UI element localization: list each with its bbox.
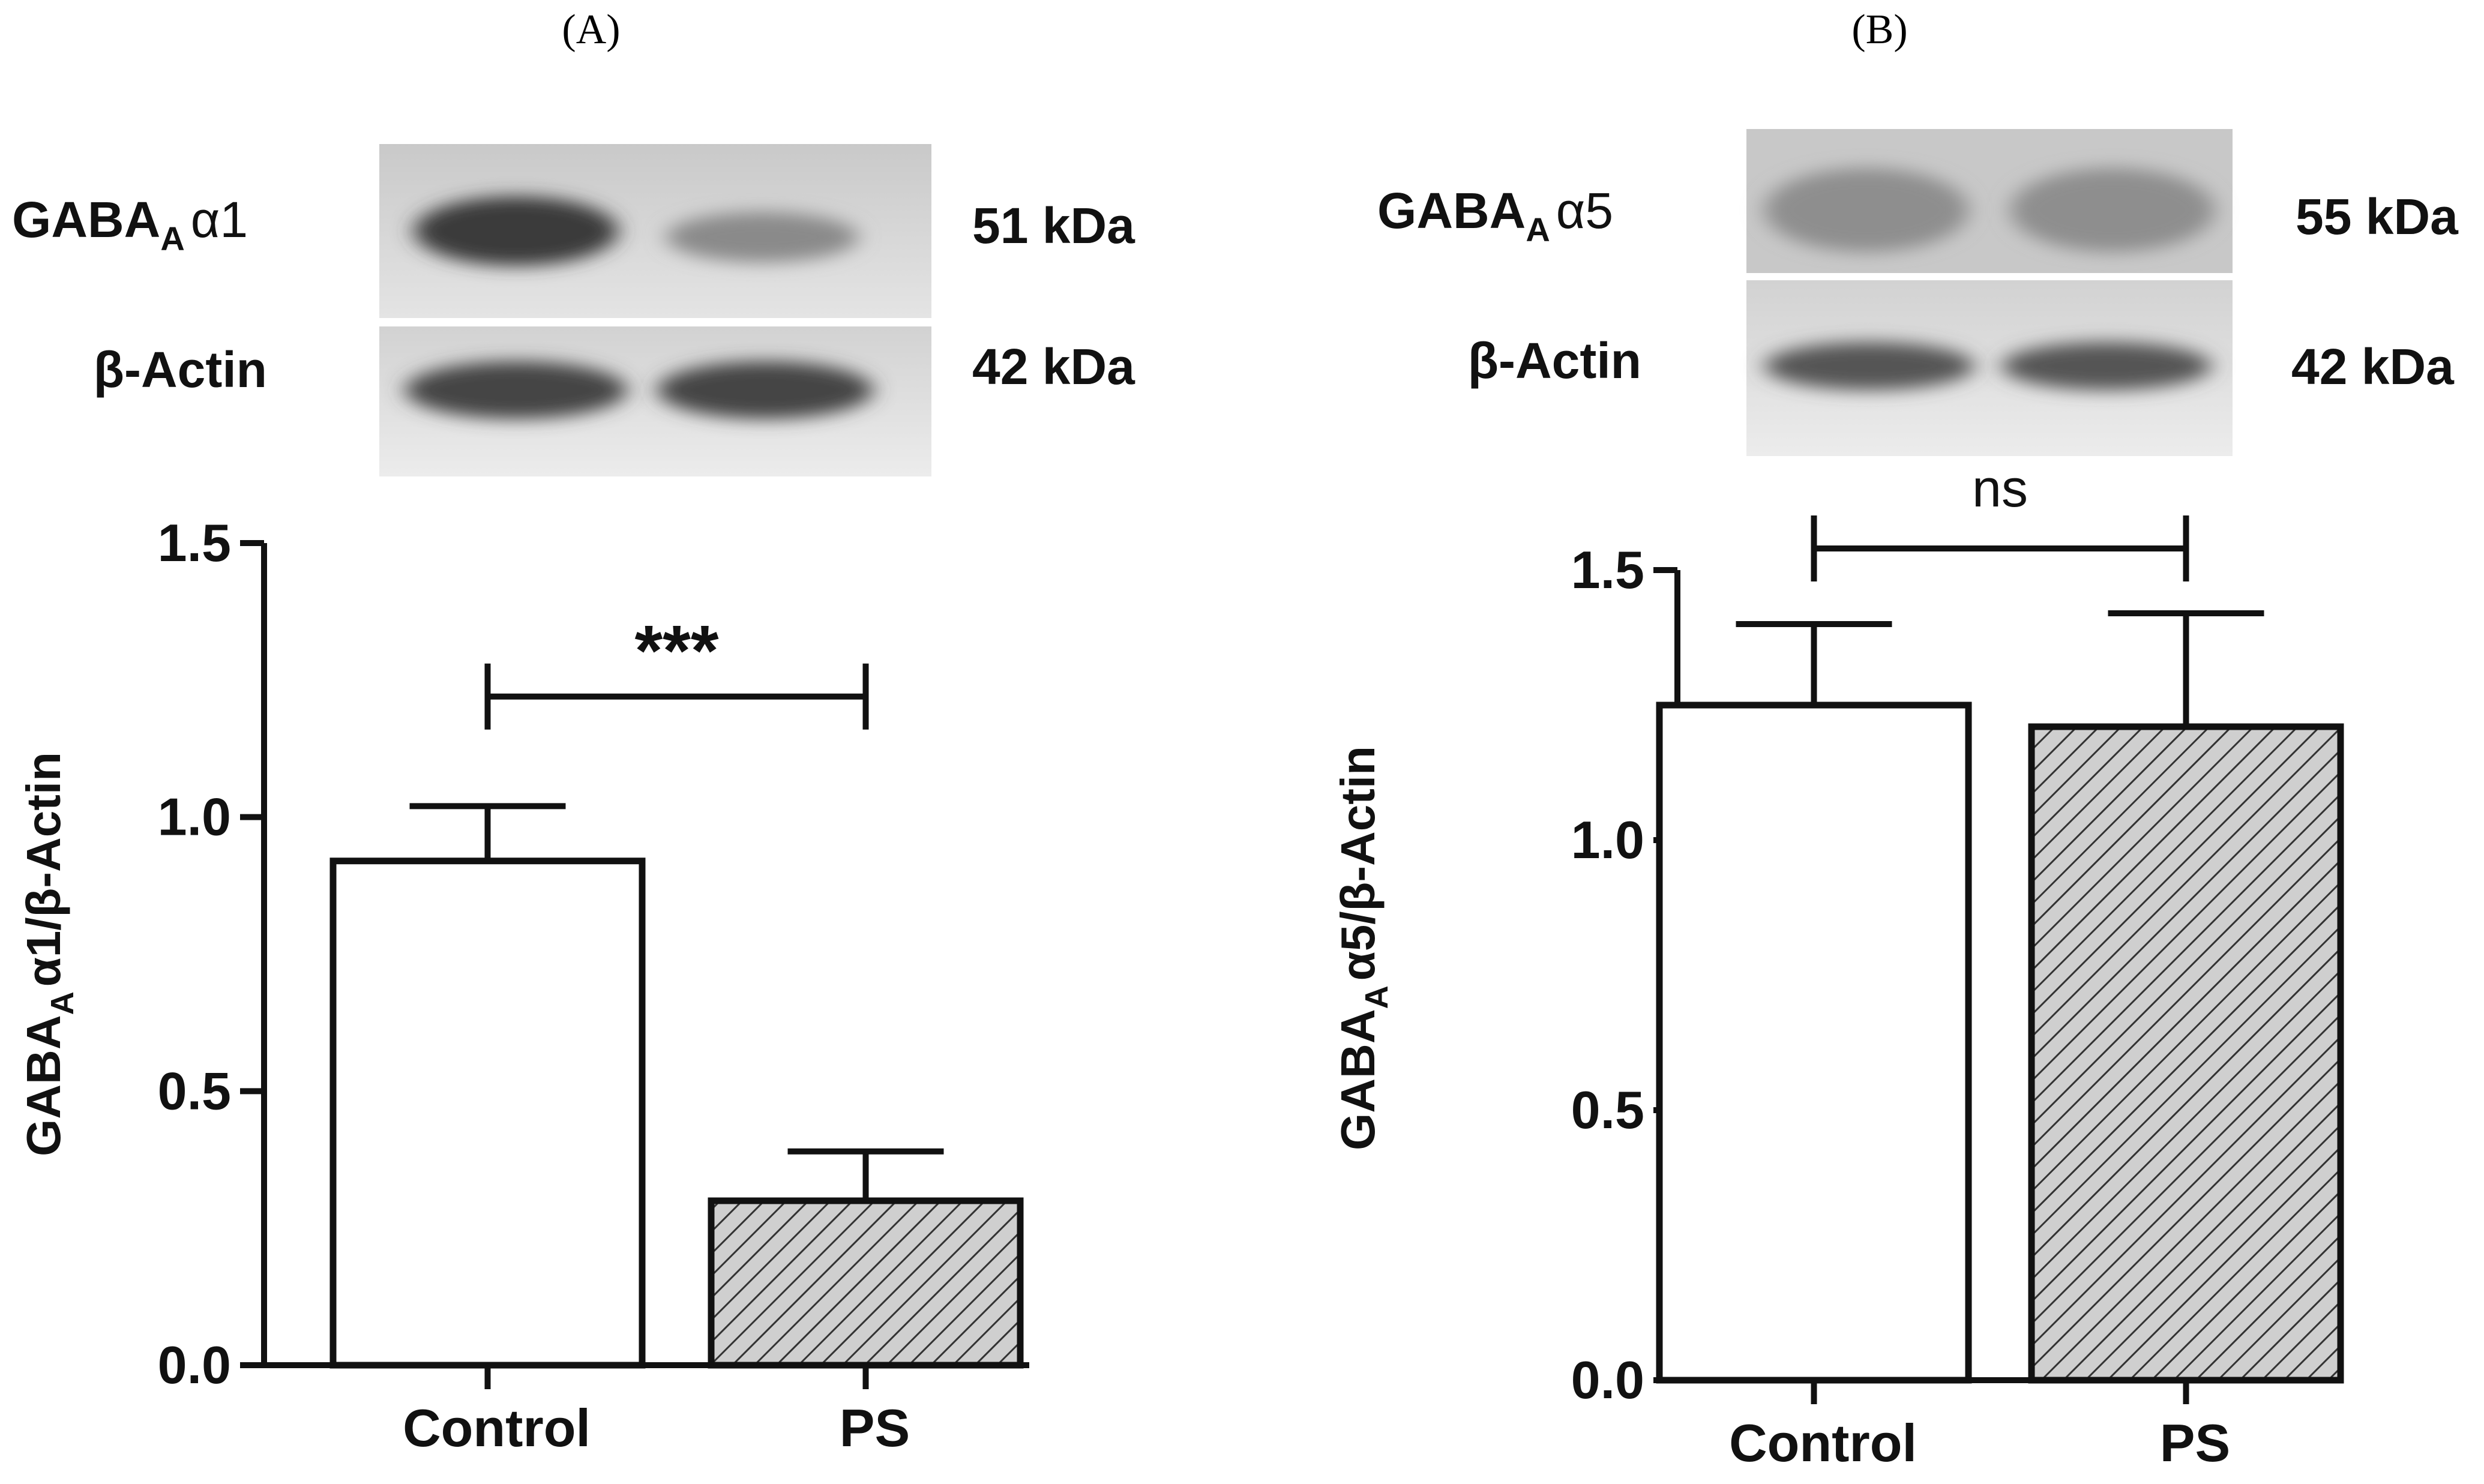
panel-a-y-axis-title-base: GABA [17, 1015, 70, 1156]
panel-b-bar-ps [2028, 723, 2344, 1384]
panel-a-bar-control [329, 858, 646, 1369]
panel-a-band-target-control [414, 196, 618, 266]
panel-b-band-target-control [1764, 168, 1968, 252]
panel-b-chart: 0.0 0.5 1.0 1.5 Control PS ns GABAAα5/β-Actin [1331, 458, 2344, 1473]
panel-b-x-tick-label: Control [1729, 1413, 1917, 1473]
panel-b-y-axis-title-rest: α5/β-Actin [1331, 746, 1385, 981]
panel-b-y-axis-title: GABAAα5/β-Actin [1331, 746, 1395, 1150]
panel-a-y-tick-label: 0.5 [158, 1061, 231, 1120]
panel-a-x-tick-label: Control [403, 1398, 591, 1458]
panel-b-blot-target-size: 55 kDa [2296, 188, 2459, 245]
panel-a-band-actin-control [405, 361, 627, 419]
panel-a-x-tick-label: PS [840, 1398, 910, 1458]
panel-a-chart: 0.0 0.5 1.0 1.5 Control PS *** GABAAα1/β-Actin [17, 513, 1029, 1458]
panel-a-blot-control-size: 42 kDa [972, 338, 1135, 395]
panel-b-y-tick-label: 0.0 [1571, 1350, 1644, 1410]
panel-a-y-tick-label: 0.0 [158, 1335, 231, 1395]
panel-a-band-target-ps [666, 212, 858, 262]
panel-a-y-axis-title: GABAAα1/β-Actin [17, 752, 80, 1156]
panel-a-blot-target-label: GABAA α1 [12, 191, 248, 257]
panel-a-y-tick-label: 1.0 [158, 787, 231, 847]
panel-b-blot-control-size: 42 kDa [2291, 338, 2455, 395]
panel-b-y-tick-label: 0.5 [1571, 1080, 1644, 1140]
panel-b-bar-control [1656, 701, 1972, 1384]
panel-b-y-tick-label: 1.0 [1571, 810, 1644, 870]
panel-b-y-axis-title-base: GABA [1331, 1009, 1385, 1150]
panel-b-band-target-ps [2010, 168, 2215, 252]
panel-a-bar-ps [708, 1197, 1024, 1369]
panel-a: (A) GABAA α1 51 kDa β-Actin 42 kDa 0.0 0.5… [12, 7, 1135, 1458]
panel-b: (B) GABAA α5 55 kDa β-Actin 42 kDa 0.0 0.5… [1331, 7, 2459, 1473]
panel-a-y-axis-title-sub: A [44, 991, 80, 1015]
panel-a-blot-control-label: β-Actin [94, 341, 267, 398]
panel-a-blot-actin [379, 326, 931, 476]
panel-b-band-actin-ps [2001, 342, 2212, 390]
panel-b-x-tick-label: PS [2160, 1413, 2230, 1473]
panel-b-label: (B) [1851, 7, 1907, 53]
panel-b-blot-actin [1746, 280, 2233, 456]
panel-b-blot-control-label: β-Actin [1468, 332, 1641, 389]
panel-b-y-tick-label: 1.5 [1571, 540, 1644, 599]
panel-b-blot-target-label: GABAA α5 [1377, 182, 1613, 248]
panel-a-y-axis-title-rest: α1/β-Actin [17, 752, 70, 987]
panel-a-blot-target-size: 51 kDa [972, 197, 1135, 254]
panel-a-blot-target [379, 144, 931, 318]
panel-a-significance-label: *** [634, 611, 718, 691]
panel-a-y-tick-label: 1.5 [158, 513, 231, 572]
panel-b-y-axis-title-sub: A [1359, 985, 1395, 1009]
panel-a-band-actin-ps [657, 361, 873, 419]
panel-b-significance-label: ns [1972, 458, 2028, 518]
panel-a-label: (A) [562, 7, 620, 53]
panel-b-blot-target [1746, 129, 2233, 273]
panel-b-band-actin-control [1764, 342, 1974, 390]
